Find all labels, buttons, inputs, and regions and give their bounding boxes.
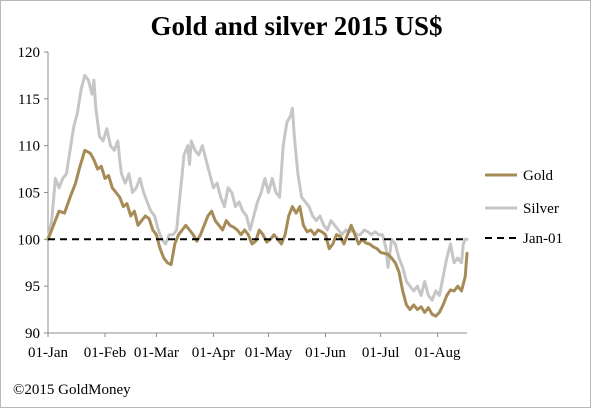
legend-label-jan-01: Jan-01 (523, 231, 563, 247)
y-tick-label: 110 (18, 139, 40, 155)
x-tick-label: 01-Aug (415, 345, 461, 361)
x-tick-label: 01-Jan (28, 345, 68, 361)
legend-label-silver: Silver (523, 201, 559, 217)
chart-title: Gold and silver 2015 US$ (150, 11, 443, 41)
x-tick-label: 01-Mar (134, 345, 179, 361)
y-tick-label: 100 (18, 232, 41, 248)
silver-series-line (46, 73, 469, 302)
gold-series-line (46, 148, 469, 318)
y-tick-label: 120 (18, 45, 41, 61)
x-tick-label: 01-Jul (362, 345, 400, 361)
copyright-footer: ©2015 GoldMoney (13, 382, 131, 398)
series-layer (46, 73, 469, 318)
y-tick-label: 90 (25, 326, 40, 342)
x-tick-label: 01-May (245, 345, 293, 361)
x-tick-label: 01-Jun (305, 345, 346, 361)
legend-label-gold: Gold (523, 168, 554, 184)
y-tick-label: 105 (18, 186, 41, 202)
x-tick-label: 01-Apr (192, 345, 235, 361)
x-tick-label: 01-Feb (84, 345, 127, 361)
y-tick-label: 95 (25, 279, 40, 295)
y-tick-label: 115 (18, 92, 40, 108)
axes: 90 95 100 105 110 115 120 01-Jan 01-Feb 01-Mar 01-… (18, 45, 467, 361)
legend: Gold Silver Jan-01 (485, 168, 563, 247)
